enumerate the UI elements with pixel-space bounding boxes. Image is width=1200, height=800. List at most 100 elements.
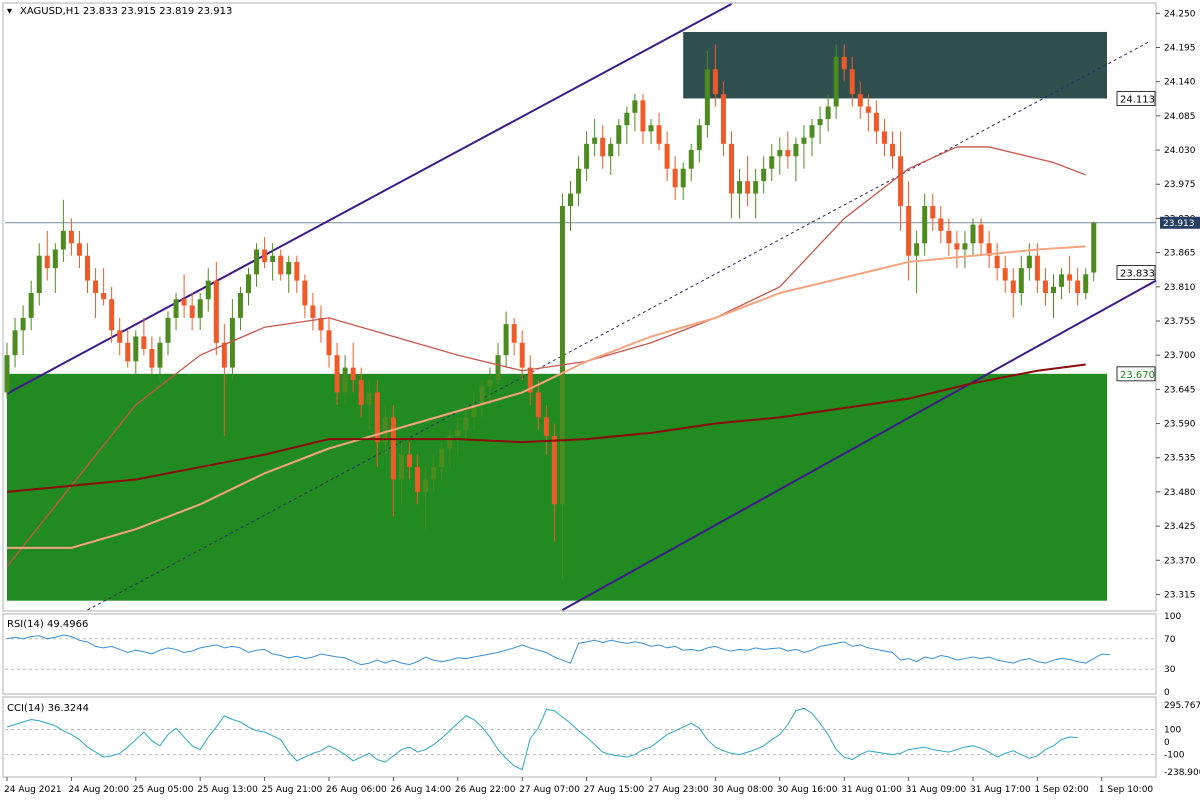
candle-body	[777, 150, 783, 157]
candle-body	[294, 261, 300, 281]
candle-body	[374, 392, 380, 443]
candle-body	[543, 417, 549, 436]
candle-body	[930, 206, 936, 219]
candle-body	[495, 355, 501, 381]
candle-body	[656, 125, 662, 144]
candle-body	[278, 255, 284, 275]
candle-body	[841, 56, 847, 70]
candle-body	[101, 293, 107, 300]
candle-body	[181, 299, 187, 306]
candle-body	[954, 243, 960, 250]
candle-body	[986, 243, 992, 256]
candle-body	[93, 280, 99, 294]
candle-body	[463, 417, 469, 430]
cci-tick-label: -100	[1164, 751, 1185, 761]
candle-body	[849, 69, 855, 95]
candle-body	[720, 94, 726, 144]
time-tick-label: 26 Aug 22:00	[455, 785, 516, 795]
candle-body	[76, 243, 82, 256]
candle-body	[366, 392, 372, 405]
candle-body	[4, 355, 10, 393]
candle-body	[398, 454, 404, 480]
cci-tick-label: 100	[1164, 726, 1181, 736]
time-tick-label: 31 Aug 01:00	[841, 785, 902, 795]
candle-body	[334, 355, 340, 393]
candle-body	[1075, 280, 1081, 294]
candle-body	[704, 69, 710, 126]
price-tick-label: 23.865	[1164, 249, 1196, 259]
trendline-1[interactable]	[561, 279, 1157, 611]
candle-body	[640, 100, 646, 132]
candle-body	[503, 324, 509, 356]
candle-body	[519, 342, 525, 368]
candle-body	[254, 249, 260, 275]
candle-body	[1026, 255, 1032, 269]
rsi-tick-label: 70	[1164, 635, 1176, 645]
time-tick-label: 24 Aug 2021	[4, 785, 62, 795]
candle-body	[141, 336, 147, 349]
time-tick-label: 25 Aug 21:00	[262, 785, 323, 795]
candle-body	[358, 380, 364, 405]
candle-body	[1091, 222, 1097, 273]
candle-body	[1059, 274, 1065, 287]
time-tick-label: 26 Aug 06:00	[326, 785, 387, 795]
candle-body	[801, 137, 807, 144]
price-tick-label: 23.480	[1164, 488, 1196, 498]
candle-body	[487, 380, 493, 387]
candle-body	[745, 181, 751, 194]
cci-tick-label: -238.900	[1164, 768, 1200, 778]
candle-body	[809, 125, 815, 138]
candle-body	[753, 181, 759, 194]
price-tick-label: 24.140	[1164, 78, 1196, 88]
time-tick-label: 31 Aug 09:00	[906, 785, 967, 795]
time-tick-label: 27 Aug 15:00	[584, 785, 645, 795]
candle-body	[423, 479, 429, 492]
candle-body	[825, 106, 831, 119]
trendline-2[interactable]	[87, 40, 1151, 611]
candle-body	[310, 305, 316, 318]
cci-plot-frame	[2, 696, 1157, 778]
cci-tick-label: 0	[1164, 738, 1170, 748]
candle-body	[471, 404, 477, 418]
candle-body	[1051, 286, 1056, 294]
price-marker	[1116, 90, 1156, 106]
candle-body	[1067, 274, 1073, 281]
price-tick-label: 24.250	[1164, 9, 1196, 19]
time-tick-label: 27 Aug 23:00	[648, 785, 709, 795]
candle-body	[165, 317, 171, 343]
time-tick-label: 30 Aug 16:00	[777, 785, 838, 795]
time-tick-label: 1 Sep 10:00	[1099, 785, 1154, 795]
candle-body	[109, 299, 115, 331]
candle-body	[865, 106, 871, 113]
rsi-plot-frame	[2, 613, 1157, 695]
current-price-tag	[1160, 216, 1200, 229]
rsi-tick-label: 0	[1164, 688, 1170, 698]
price-tick-label: 23.425	[1164, 522, 1196, 532]
candle-body	[286, 261, 292, 275]
candle-body	[205, 280, 211, 300]
candle-body	[197, 299, 203, 318]
candle-body	[664, 143, 670, 169]
ma-slow-line	[6, 363, 1086, 493]
candle-body	[85, 255, 90, 281]
price-tick-label: 24.085	[1164, 112, 1196, 122]
price-marker-label: 24.113	[1120, 94, 1155, 105]
cci-tick-label: 295.7672	[1164, 701, 1200, 711]
candle-body	[229, 317, 235, 368]
rsi-tick-label: 100	[1164, 612, 1181, 622]
candle-body	[302, 280, 308, 306]
time-tick-label: 24 Aug 20:00	[68, 785, 129, 795]
chevron-down-icon[interactable]: ▾	[7, 6, 12, 17]
price-tick-label: 24.195	[1164, 44, 1196, 54]
supply-zone	[683, 31, 1107, 99]
candle-body	[712, 69, 718, 95]
candle-body	[390, 417, 396, 480]
candle-body	[584, 143, 590, 169]
time-tick-label: 25 Aug 05:00	[133, 785, 194, 795]
time-tick-label: 26 Aug 14:00	[390, 785, 451, 795]
candle-body	[350, 367, 356, 381]
candle-body	[36, 255, 42, 294]
trendline-0[interactable]	[6, 3, 732, 395]
candle-body	[648, 125, 654, 132]
